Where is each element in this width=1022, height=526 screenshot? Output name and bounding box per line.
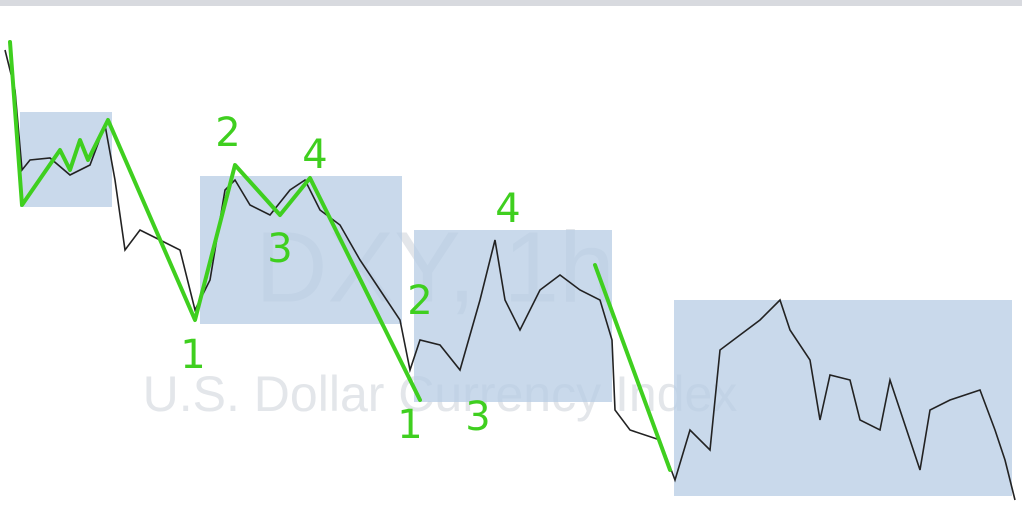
wave-label: 2 xyxy=(407,278,432,324)
wave-label: 3 xyxy=(465,394,490,440)
range-boxes xyxy=(20,112,1012,496)
price-line xyxy=(4,49,1016,501)
wave-label: 1 xyxy=(180,332,205,378)
wave-label: 4 xyxy=(495,186,520,232)
wave-line xyxy=(593,263,672,472)
wave-label: 3 xyxy=(267,226,292,272)
wave-label: 2 xyxy=(215,110,240,156)
wave-lines xyxy=(8,40,672,472)
wave-line xyxy=(8,40,422,402)
range-box xyxy=(674,300,1012,496)
wave-label: 1 xyxy=(397,402,422,448)
top-bar xyxy=(0,0,1022,6)
wave-label: 4 xyxy=(302,132,327,178)
